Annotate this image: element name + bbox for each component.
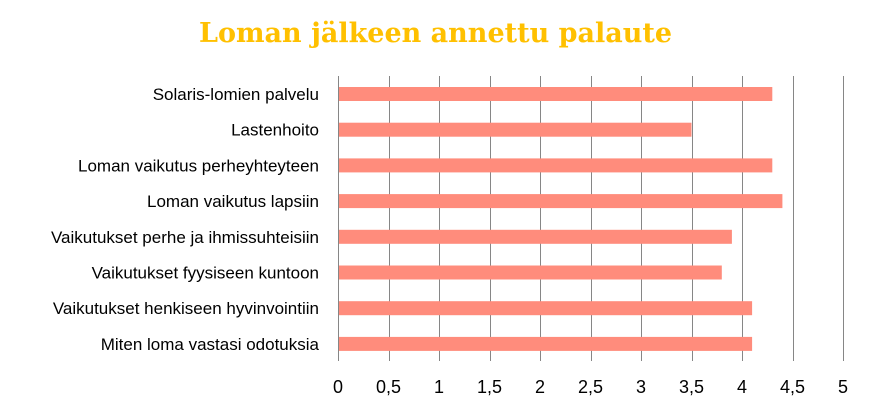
category-label: Vaikutukset perhe ja ihmissuhteisiin [51,228,319,247]
category-label: Solaris-lomien palvelu [153,85,319,104]
category-label: Vaikutukset henkiseen hyvinvointiin [53,299,319,318]
bar [339,158,773,173]
bar [339,122,692,137]
x-tick-label: 4 [737,377,747,397]
x-tick-label: 1,5 [477,377,502,397]
x-tick-label: 4,5 [780,377,805,397]
category-label: Vaikutukset fyysiseen kuntoon [92,264,319,283]
category-label: Loman vaikutus perheyhteyteen [78,156,319,175]
x-tick-label: 0,5 [376,377,401,397]
category-label: Miten loma vastasi odotuksia [101,335,320,354]
bar [339,336,753,351]
x-tick-label: 2,5 [578,377,603,397]
category-label: Loman vaikutus lapsiin [147,192,319,211]
x-tick-label: 2 [535,377,545,397]
chart-title: Loman jälkeen annettu palaute [198,18,672,49]
x-tick-label: 3,5 [679,377,704,397]
bar [339,229,732,244]
bar [339,194,783,209]
bar [339,301,753,316]
x-tick-label: 5 [838,377,848,397]
x-tick-label: 0 [333,377,343,397]
bar [339,265,722,280]
x-tick-label: 1 [434,377,444,397]
bar [339,87,773,101]
category-label: Lastenhoito [231,121,319,140]
x-tick-label: 3 [636,377,646,397]
